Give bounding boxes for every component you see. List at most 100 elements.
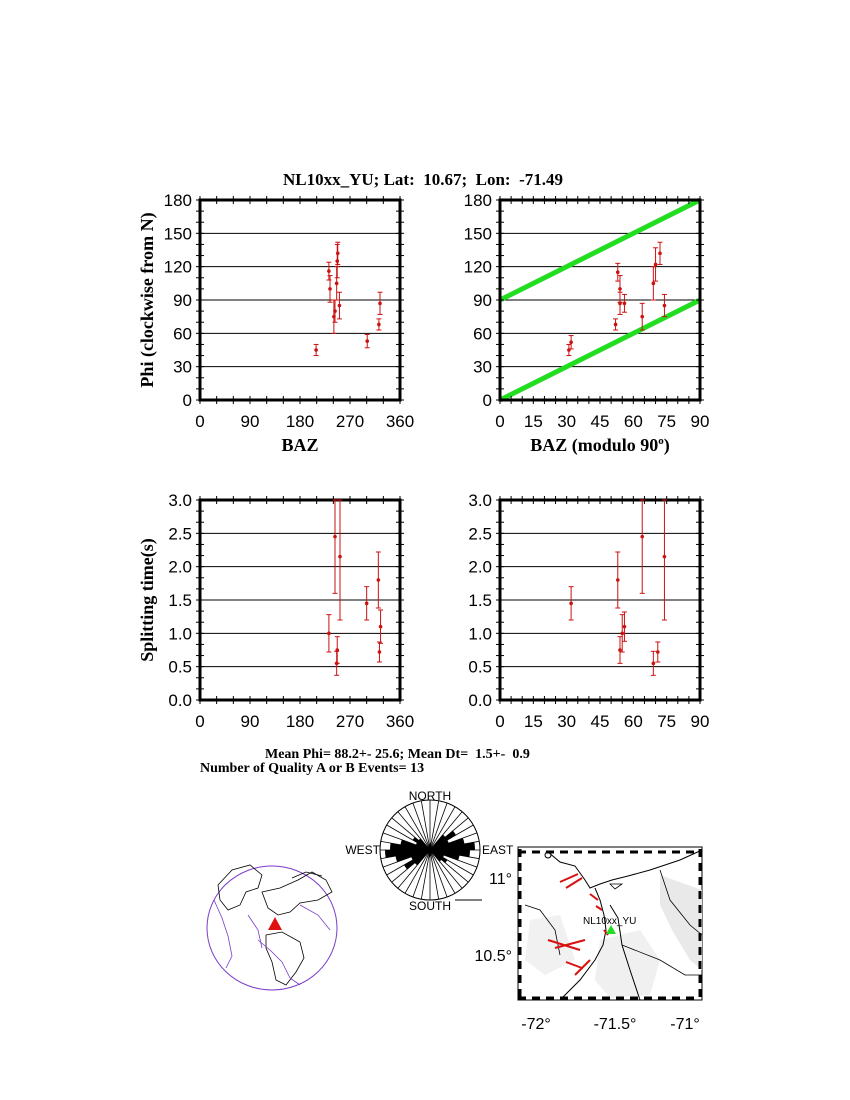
data-point [378, 609, 384, 644]
x-tick-label: 90 [691, 412, 710, 431]
x-tick-label: 90 [241, 712, 260, 731]
y-tick-label: 0.0 [468, 691, 492, 710]
data-point [615, 262, 621, 282]
data-point [650, 266, 656, 301]
figure-title: NL10xx_YU; Lat: 10.67; Lon: -71.49 [283, 170, 563, 189]
phi-mod-frame [496, 196, 704, 404]
phi-mod-xlabel: BAZ (modulo 90o) [530, 435, 670, 456]
map-station-label: NL10xx_YU [583, 916, 636, 927]
y-tick-label: 3.0 [168, 491, 192, 510]
y-tick-label: 2.5 [168, 524, 192, 543]
data-point [655, 641, 661, 663]
data-point [613, 318, 619, 331]
data-point [568, 335, 574, 350]
x-tick-label: 15 [524, 412, 543, 431]
phi-baz-grid [200, 199, 400, 401]
data-point [334, 636, 340, 664]
map-lon-label-2: -71.5° [594, 1016, 637, 1033]
rose-petal [428, 844, 430, 850]
y-tick-label: 120 [464, 258, 492, 277]
data-point [364, 586, 370, 621]
rose-petal [412, 837, 430, 850]
plot-frame [498, 498, 702, 702]
globe-map [206, 864, 338, 991]
dt-mod-grid [500, 499, 700, 701]
rose-petals [385, 830, 475, 870]
dt-baz-frame [196, 496, 404, 704]
rose-petal [430, 840, 449, 850]
rose-petal [404, 850, 430, 870]
rose-east-label: EAST [482, 843, 514, 857]
rose-south-label: SOUTH [409, 899, 451, 913]
data-point [331, 299, 337, 334]
y-tick-label: 2.0 [468, 558, 492, 577]
x-tick-label: 45 [591, 712, 610, 731]
station-marker-icon [268, 917, 282, 930]
data-point [334, 243, 340, 279]
data-point [327, 275, 333, 303]
x-tick-label: 30 [557, 712, 576, 731]
rose-petal [430, 834, 446, 850]
rose-petal [430, 842, 432, 850]
plot-frame [498, 198, 702, 402]
y-tick-label: 150 [464, 224, 492, 243]
phi-baz-points [313, 241, 383, 357]
phi-mod-tick-labels: 0 30 60 90 120 150 180 0 15 30 45 60 75 90 [464, 191, 710, 431]
x-tick-label: 270 [336, 412, 364, 431]
map-station-icon [606, 925, 616, 934]
y-tick-label: 150 [164, 224, 192, 243]
y-tick-label: 0 [483, 391, 492, 410]
y-tick-label: 30 [473, 358, 492, 377]
rose-petal [418, 838, 430, 850]
data-point [661, 293, 667, 318]
x-tick-label: 60 [624, 412, 643, 431]
rose-petal [430, 850, 448, 863]
data-point [332, 299, 338, 323]
y-tick-label: 0.0 [168, 691, 192, 710]
plot-frame [198, 498, 402, 702]
phi-baz-tick-labels: 0 30 60 90 120 150 180 0 90 180 270 360 [164, 191, 415, 431]
data-point [335, 241, 341, 265]
x-tick-label: 60 [624, 712, 643, 731]
data-point [653, 247, 659, 282]
data-point [334, 266, 340, 301]
phi-mod-panel: 0 30 60 90 120 150 180 0 15 30 45 60 75 90 BAZ (modul… [464, 191, 710, 456]
data-point [617, 636, 623, 664]
x-tick-label: 15 [524, 712, 543, 731]
rose-petal [430, 830, 456, 850]
data-point [337, 499, 343, 621]
rose-petal [430, 842, 475, 850]
data-point [377, 291, 383, 315]
dt-baz-points [326, 499, 384, 676]
rose-petal [430, 850, 442, 862]
rose-petal [411, 850, 430, 860]
dt-mod-frame [496, 496, 704, 704]
data-point [639, 302, 645, 331]
x-tick-label: 90 [241, 412, 260, 431]
y-tick-label: 60 [473, 324, 492, 343]
y-tick-label: 0.5 [168, 658, 192, 677]
data-point [661, 499, 667, 621]
dt-baz-panel: 0.0 0.5 1.0 1.5 2.0 2.5 3.0 0 90 180 270 360 Splitt… [137, 491, 414, 731]
x-tick-label: 360 [386, 412, 414, 431]
regional-map: NL10xx_YU 11° 10.5° -72° -71.5° -71° [474, 846, 703, 1033]
rose-petal [395, 850, 430, 862]
phi-baz-frame [196, 196, 404, 404]
rose-petal [414, 850, 430, 866]
y-tick-label: 3.0 [468, 491, 492, 510]
rose-petal [400, 839, 430, 850]
x-tick-label: 30 [557, 412, 576, 431]
x-tick-label: 0 [195, 712, 204, 731]
x-tick-label: 75 [657, 412, 676, 431]
y-tick-label: 60 [173, 324, 192, 343]
x-tick-label: 0 [495, 712, 504, 731]
phi-baz-panel: 0 30 60 90 120 150 180 0 90 180 270 360 BAZ Phi (cl… [137, 191, 414, 455]
rose-petal [430, 838, 465, 850]
dt-mod-panel: 0.0 0.5 1.0 1.5 2.0 2.5 3.0 0 15 30 45 60 75 90 [468, 491, 709, 731]
data-point [326, 261, 332, 281]
y-tick-label: 1.0 [468, 624, 492, 643]
map-lon-label-1: -72° [521, 1016, 551, 1033]
data-point [332, 499, 338, 594]
rose-petal [428, 850, 430, 858]
